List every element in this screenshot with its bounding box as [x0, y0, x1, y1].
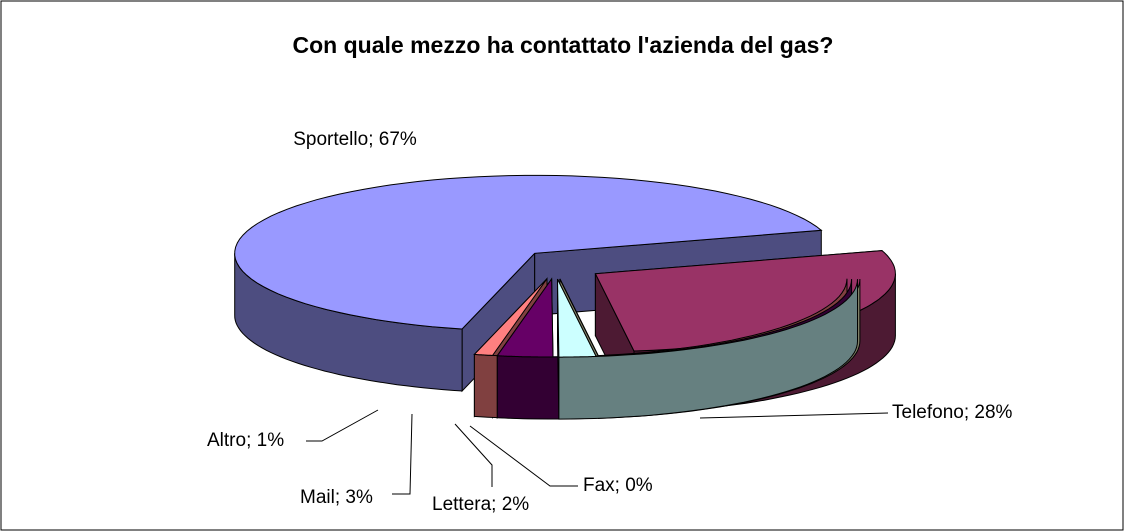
leader-line — [454, 423, 493, 487]
slice — [234, 174, 823, 330]
slice — [473, 278, 548, 356]
data-label: Telefono; 28% — [892, 402, 1013, 423]
labels: Sportello; 67% Telefono; 28% Fax; 0% Letter… — [207, 129, 1013, 515]
data-label: Mail; 3% — [300, 487, 373, 508]
chart-title: Con quale mezzo ha contattato l'azienda … — [293, 32, 834, 58]
pie — [234, 174, 896, 420]
data-label: Fax; 0% — [583, 475, 653, 496]
leader-line — [699, 412, 889, 419]
slice — [557, 278, 597, 358]
data-label: Lettera; 2% — [432, 494, 529, 515]
data-label: Altro; 1% — [207, 430, 284, 451]
data-label: Sportello; 67% — [293, 129, 417, 150]
leader-line — [469, 425, 578, 487]
slice — [496, 277, 554, 358]
leader-line — [306, 409, 379, 442]
leader-line — [392, 413, 413, 495]
slice-side — [558, 279, 858, 420]
